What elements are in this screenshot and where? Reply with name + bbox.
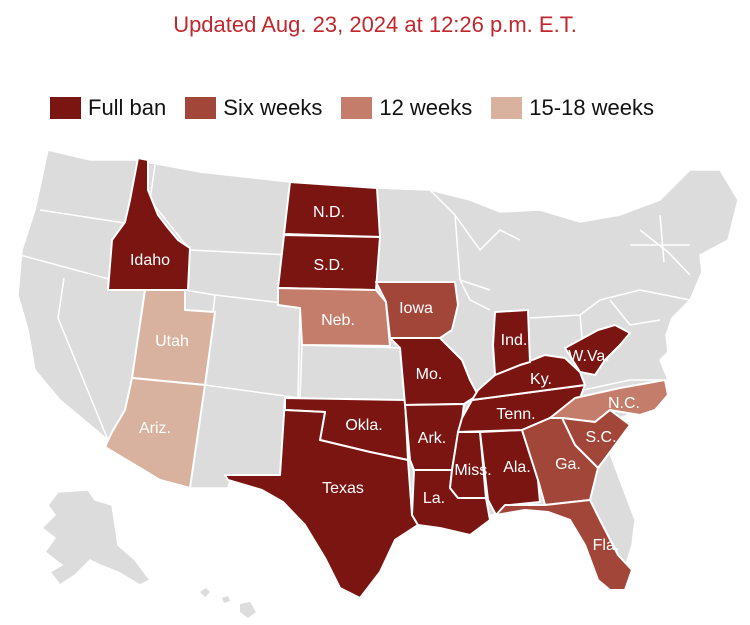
legend-label-six-weeks: Six weeks: [223, 95, 323, 120]
legend-label-15-18-weeks: 15-18 weeks: [529, 95, 655, 120]
label-texas: Texas: [322, 480, 364, 497]
label-ark: Ark.: [418, 430, 446, 447]
label-la: La.: [423, 490, 445, 507]
label-mo: Mo.: [416, 366, 443, 383]
legend-label-full-ban: Full ban: [88, 95, 167, 120]
state-iowa: [375, 281, 459, 339]
legend-item-15-18-weeks: 15-18 weeks: [491, 95, 654, 121]
label-ky: Ky.: [530, 371, 552, 388]
label-utah: Utah: [155, 333, 189, 350]
legend-swatch-15-18-weeks: [491, 97, 523, 119]
label-idaho: Idaho: [130, 252, 170, 269]
updated-timestamp: Updated Aug. 23, 2024 at 12:26 p.m. E.T.: [173, 12, 577, 37]
label-nd: N.D.: [313, 204, 345, 221]
label-neb: Neb.: [321, 312, 355, 329]
hawaii-base: [200, 588, 210, 597]
state-fla: [495, 499, 633, 591]
hawaii-island-2: [222, 596, 230, 603]
hawaii-island-3: [240, 602, 256, 618]
legend-label-12-weeks: 12 weeks: [379, 95, 473, 120]
label-okla: Okla.: [345, 417, 382, 434]
legend-item-six-weeks: Six weeks: [185, 95, 322, 121]
label-ala: Ala.: [503, 459, 531, 476]
legend-swatch-full-ban: [50, 97, 81, 119]
legend-swatch-six-weeks: [185, 97, 217, 119]
label-ariz: Ariz.: [139, 420, 171, 437]
legend-swatch-12-weeks: [341, 97, 373, 119]
label-fla: Fla.: [593, 537, 620, 554]
label-miss: Miss.: [454, 462, 491, 479]
state-texas: [224, 397, 419, 599]
label-sd: S.D.: [313, 257, 344, 274]
label-nc: N.C.: [608, 395, 640, 412]
state-ga: [521, 417, 599, 506]
state-idaho: [107, 157, 191, 291]
state-ariz: [104, 377, 206, 489]
state-wva: [564, 324, 631, 376]
state-neb: [277, 287, 391, 347]
label-iowa: Iowa: [399, 300, 433, 317]
legend-item-full-ban: Full ban: [50, 95, 166, 121]
alaska-base: [40, 489, 152, 587]
legend-item-12-weeks: 12 weeks: [341, 95, 472, 121]
state-ind: [492, 309, 531, 376]
label-wva: W.Va.: [568, 348, 610, 365]
label-ga: Ga.: [555, 456, 581, 473]
legend: Full ban Six weeks 12 weeks 15-18 weeks: [50, 94, 673, 122]
label-sc: S.C.: [585, 429, 616, 446]
label-tenn: Tenn.: [496, 406, 535, 423]
label-ind: Ind.: [501, 332, 528, 349]
